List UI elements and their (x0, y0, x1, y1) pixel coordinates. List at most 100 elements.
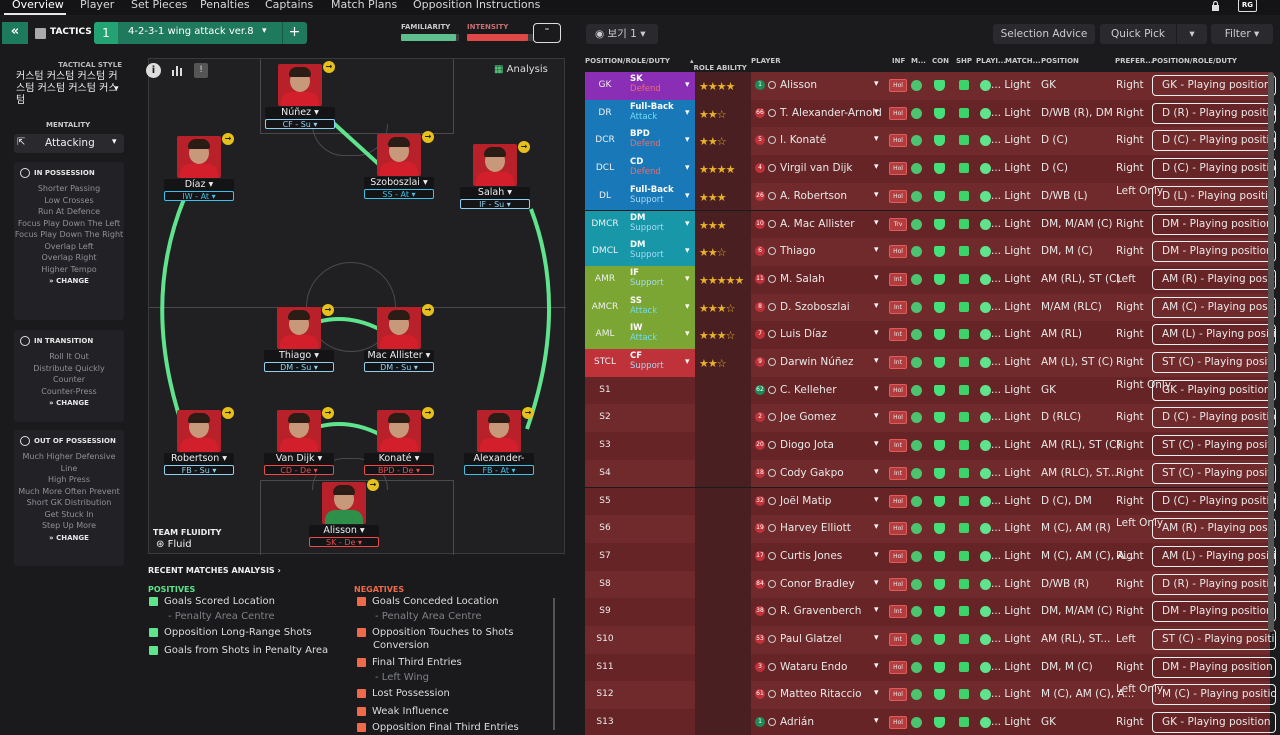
row-player[interactable]: 4 Virgil van Dijk (755, 162, 852, 174)
table-row[interactable]: S4 18 Cody Gakpo ▾ Int ... Light AM (RLC), ST.… (585, 459, 1276, 488)
quick-pick-button[interactable]: Quick Pick (1100, 24, 1176, 44)
table-row[interactable]: STCL CF Support ▾ ★★☆ 9 Darwin Núñez ▾ Int ... Li… (585, 349, 1276, 377)
pitch-player-role[interactable]: SS - At ▾ (364, 189, 434, 199)
row-player[interactable]: 11 M. Salah (755, 273, 825, 285)
table-row[interactable]: S8 84 Conor Bradley ▾ Hol ... Light D/WB (R) Ri… (585, 570, 1276, 599)
table-row[interactable]: S2 2 Joe Gomez ▾ Hol ... Light D (RLC) Right D (… (585, 404, 1276, 433)
row-player[interactable]: 20 Diogo Jota (755, 439, 834, 451)
table-scrollbar[interactable] (1268, 72, 1274, 632)
role-arrow-icon[interactable]: → (518, 141, 530, 153)
player-chevron-icon[interactable]: ▾ (874, 660, 879, 671)
playing-position-dropdown[interactable]: D (L) - Playing position (1152, 185, 1276, 207)
row-position[interactable]: DCL (585, 155, 625, 183)
tactic-selector[interactable] (94, 22, 307, 44)
pitch-player-role[interactable]: IF - Su ▾ (460, 199, 530, 209)
pitch-player-role[interactable]: DM - Su ▾ (364, 362, 434, 372)
playing-position-dropdown[interactable]: AM (L) - Playing position (1152, 545, 1276, 567)
in-transition-panel[interactable]: IN TRANSITION Roll It Out Distribute Quic… (14, 330, 124, 422)
pitch-player-card[interactable]: → Alisson ▾ SK - De ▾ (309, 479, 379, 547)
row-player[interactable]: 62 C. Kelleher (755, 384, 837, 396)
table-row[interactable]: S1 62 C. Kelleher ▾ Hol ... Light GK Right Only… (585, 376, 1276, 405)
table-row[interactable]: S9 38 R. Gravenberch ▾ Int ... Light DM, M/AM … (585, 598, 1276, 626)
pitch-player-role[interactable]: BPD - De ▾ (364, 465, 434, 475)
row-position[interactable]: AMCR (585, 293, 625, 322)
row-position[interactable]: S3 (599, 440, 611, 451)
in-possession-panel[interactable]: IN POSSESSION Shorter Passing Low Crosses… (14, 162, 124, 320)
row-role-duty[interactable]: DM Support ▾ (625, 238, 695, 266)
pitch-player-name[interactable]: Núñez ▾ (265, 107, 335, 119)
playing-position-dropdown[interactable]: DM - Playing position (1152, 241, 1276, 263)
table-row[interactable]: DMCL DM Support ▾ ★★☆ 6 Thiago ▾ Hol ... Light DM,… (585, 238, 1276, 266)
row-player[interactable]: 3 Wataru Endo (755, 661, 847, 673)
player-chevron-icon[interactable]: ▾ (874, 79, 879, 89)
table-row[interactable]: S6 19 Harvey Elliott ▾ Hol ... Light M (C), AM… (585, 515, 1276, 543)
row-position[interactable]: S11 (596, 661, 614, 672)
pitch-player-name[interactable]: Szoboszlai ▾ (364, 177, 434, 189)
playing-position-dropdown[interactable]: GK - Playing position (1152, 75, 1276, 96)
row-position[interactable]: S10 (596, 634, 614, 644)
pitch-player-role[interactable]: CF - Su ▾ (265, 119, 335, 129)
playing-position-dropdown[interactable]: AM (L) - Playing position (1152, 324, 1276, 346)
rma-scrollbar[interactable] (553, 598, 555, 730)
selection-advice-button[interactable]: Selection Advice (993, 24, 1095, 44)
playing-position-dropdown[interactable]: ST (C) - Playing position (1152, 352, 1276, 373)
pitch-player-role[interactable]: DM - Su ▾ (264, 362, 334, 372)
row-player[interactable]: 8 D. Szoboszlai (755, 301, 850, 313)
role-arrow-icon[interactable]: → (222, 407, 234, 419)
player-chevron-icon[interactable]: ▾ (874, 633, 879, 643)
col-player[interactable]: PLAYER (751, 57, 781, 65)
row-player[interactable]: 38 R. Gravenberch (755, 605, 861, 617)
player-chevron-icon[interactable]: ▾ (874, 356, 879, 366)
row-position[interactable]: S7 (599, 550, 611, 561)
pitch-player-role[interactable]: SK - De ▾ (309, 537, 379, 547)
player-chevron-icon[interactable]: ▾ (874, 328, 879, 339)
tab-penalties[interactable]: Penalties (200, 0, 250, 11)
player-chevron-icon[interactable]: ▾ (874, 189, 879, 200)
row-player[interactable]: 1 Adrián (755, 716, 814, 728)
playing-position-dropdown[interactable]: M (C) - Playing position (1152, 684, 1276, 706)
row-position[interactable]: S5 (599, 495, 611, 506)
table-row[interactable]: S10 53 Paul Glatzel ▾ Int ... Light AM (RL), S… (585, 626, 1276, 654)
row-role-duty[interactable]: CF Support ▾ (625, 349, 695, 377)
view-dropdown[interactable]: ◉ 보기 1 ▾ (586, 24, 658, 44)
tab-set-pieces[interactable]: Set Pieces (131, 0, 188, 11)
player-chevron-icon[interactable]: ▾ (874, 549, 879, 560)
playing-position-dropdown[interactable]: DM - Playing position (1152, 213, 1276, 235)
row-position[interactable]: S4 (599, 467, 611, 478)
playing-position-dropdown[interactable]: ST (C) - Playing position (1152, 462, 1276, 484)
recent-matches-analysis-link[interactable]: RECENT MATCHES ANALYSIS › (148, 566, 281, 575)
playing-position-dropdown[interactable]: D (C) - Playing position (1152, 490, 1276, 512)
role-arrow-icon[interactable]: → (367, 479, 379, 491)
tab-opposition-instructions[interactable]: Opposition Instructions (413, 0, 541, 11)
table-row[interactable]: DL Full-Back Support ▾ ★★★ 26 A. Robertson ▾ Hol… (585, 182, 1276, 211)
row-role-duty[interactable]: BPD Defend ▾ (625, 127, 695, 156)
pitch-player-card[interactable]: → Robertson ▾ FB - Su ▾ (164, 407, 234, 475)
pitch-player-role[interactable]: FB - At ▾ (464, 465, 534, 475)
tab-player[interactable]: Player (80, 0, 115, 11)
out-of-possession-change-button[interactable]: » CHANGE (49, 533, 89, 542)
row-player[interactable]: 32 Joël Matip (755, 495, 831, 507)
table-row[interactable]: S11 3 Wataru Endo ▾ Hol ... Light DM, M (C) Rig… (585, 653, 1276, 682)
role-arrow-icon[interactable]: → (322, 304, 334, 316)
quick-pick-chevron-icon[interactable]: ▾ (1177, 24, 1207, 44)
row-player[interactable]: 2 Joe Gomez (755, 411, 836, 423)
out-of-possession-panel[interactable]: OUT OF POSSESSION Much Higher Defensive … (14, 430, 124, 566)
row-player[interactable]: 19 Harvey Elliott (755, 522, 851, 534)
row-position[interactable]: S8 (599, 578, 611, 589)
playing-position-dropdown[interactable]: GK - Playing position (1152, 712, 1276, 734)
player-chevron-icon[interactable]: ▾ (874, 577, 879, 588)
tab-match-plans[interactable]: Match Plans (331, 0, 398, 11)
pitch-player-card[interactable]: → Thiago ▾ DM - Su ▾ (264, 304, 334, 372)
row-position[interactable]: S1 (599, 384, 611, 395)
col-position-role-duty-2[interactable]: POSITION/ROLE/DUTY (1152, 57, 1237, 65)
mentality-dropdown[interactable]: ⇱ Attacking ▾ (14, 134, 124, 153)
row-player[interactable]: 66 T. Alexander-Arnold (755, 107, 882, 119)
role-arrow-icon[interactable]: → (222, 133, 234, 145)
player-chevron-icon[interactable]: ▾ (874, 272, 879, 283)
pitch-player-card[interactable]: → Mac Allister ▾ DM - Su ▾ (364, 304, 434, 372)
row-player[interactable]: 1 Alisson (755, 79, 817, 91)
player-chevron-icon[interactable]: ▾ (874, 300, 879, 311)
row-position[interactable]: AMR (585, 265, 625, 294)
pitch-player-card[interactable]: → Van Dijk ▾ CD - De ▾ (264, 407, 334, 475)
pitch-player-name[interactable]: Thiago ▾ (264, 350, 334, 362)
